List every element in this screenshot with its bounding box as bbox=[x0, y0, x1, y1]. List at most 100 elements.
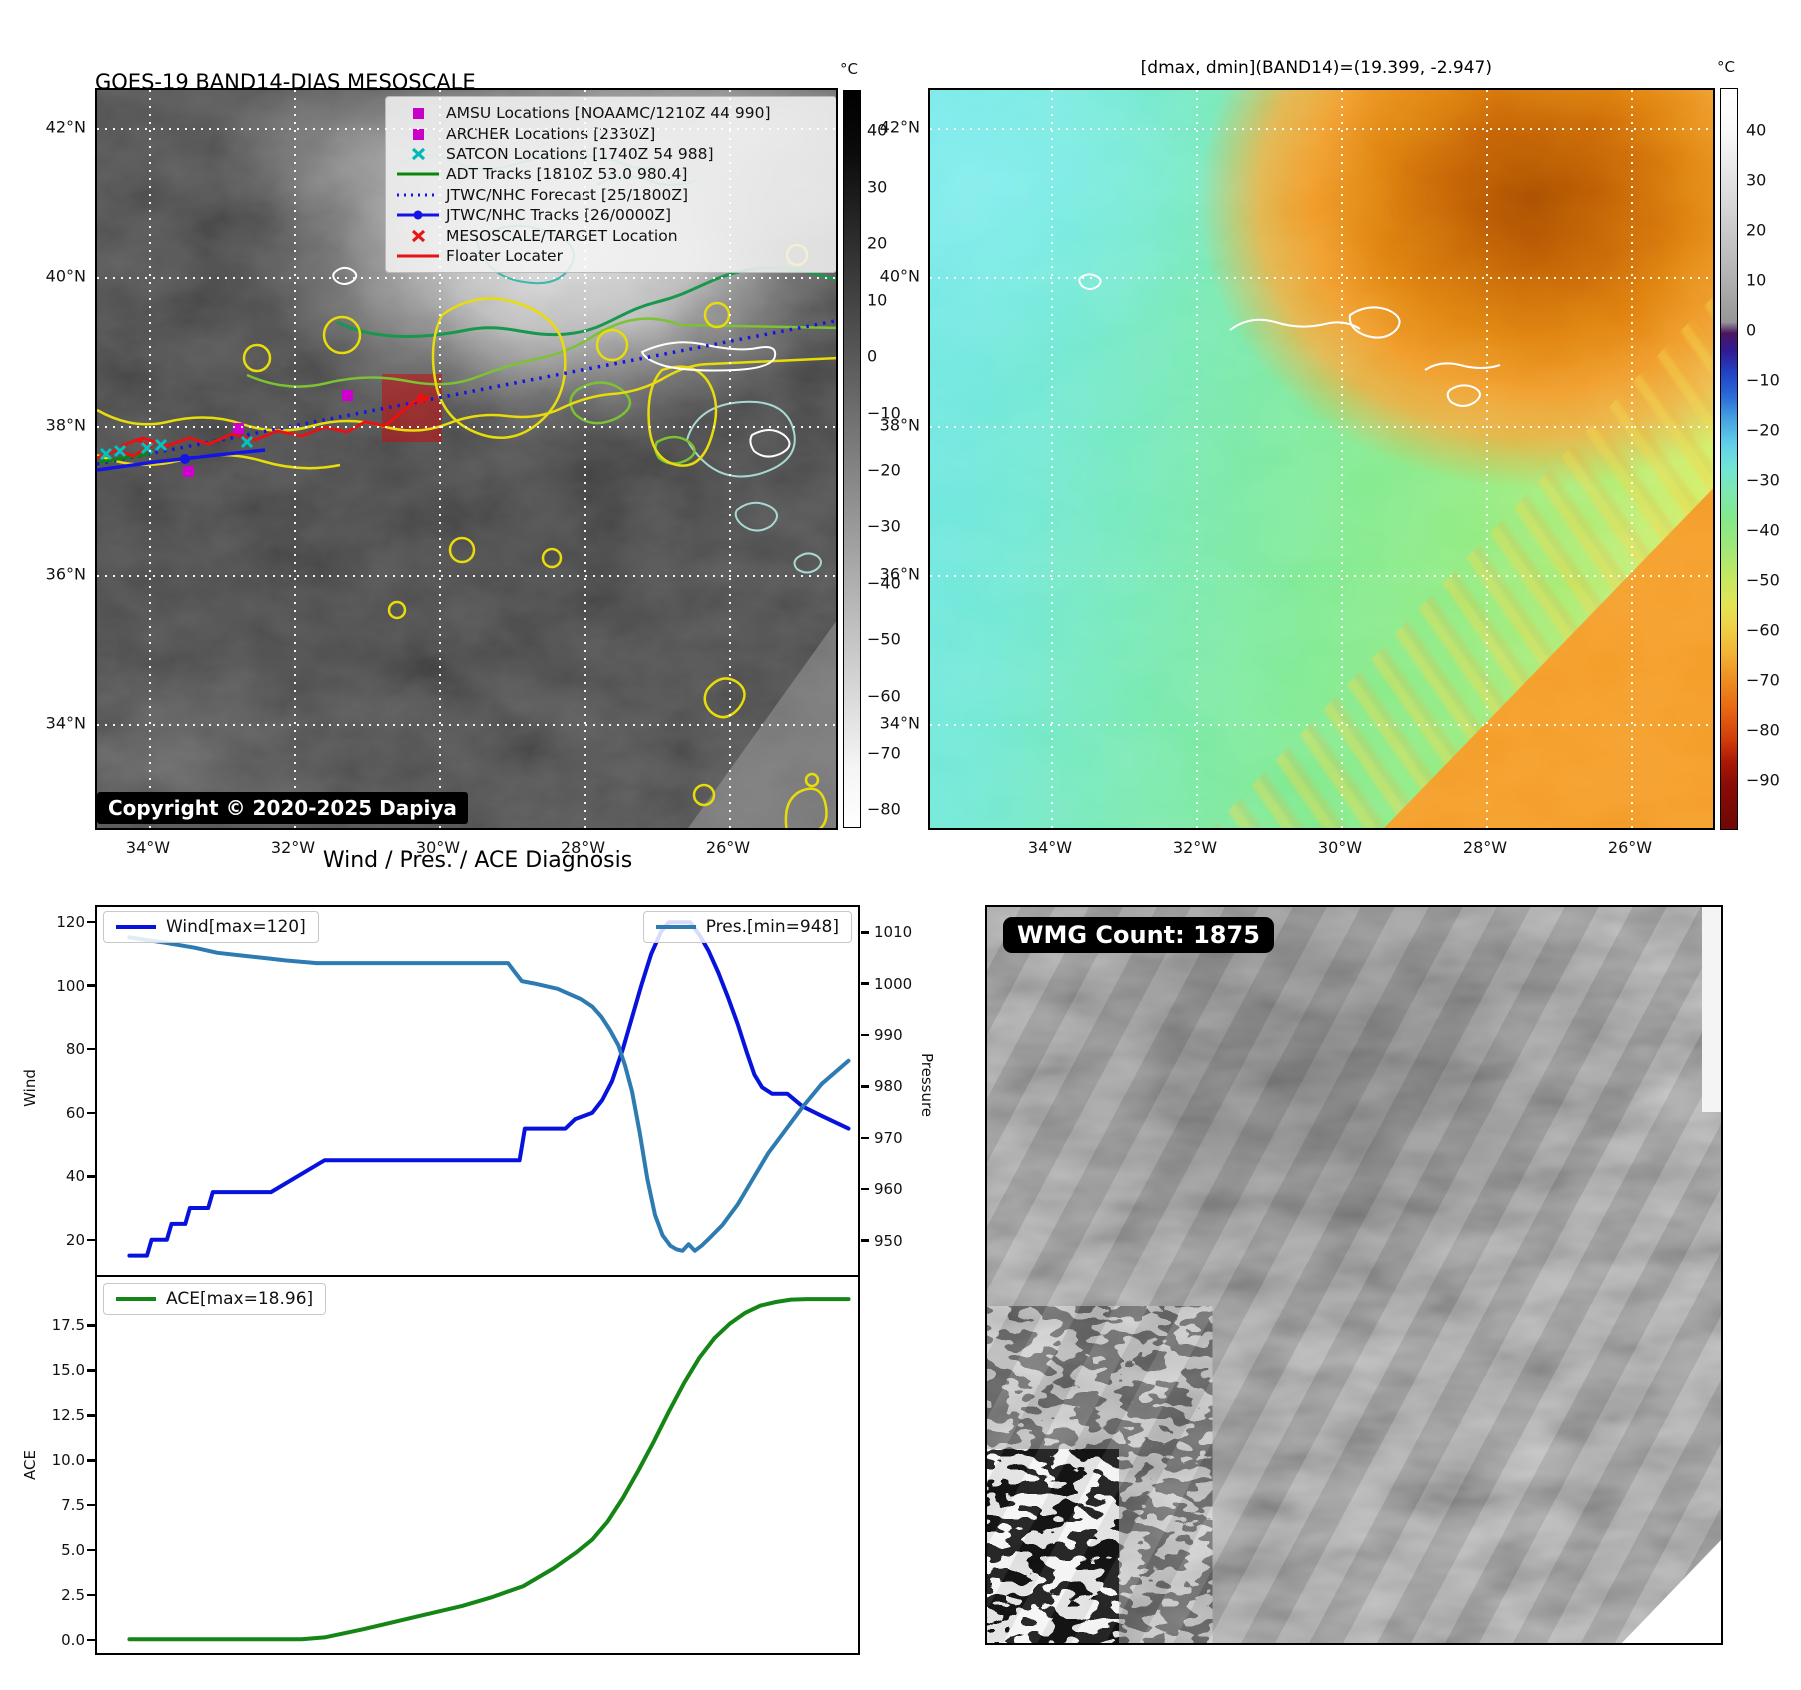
axis-tick-mark bbox=[861, 1033, 869, 1037]
band14-lon-tick: 26°W bbox=[705, 838, 751, 857]
awv-colorbar-tick: 20 bbox=[1746, 220, 1767, 240]
awv-colorbar-tick: 40 bbox=[1746, 120, 1767, 140]
band14-satellite-map: AMSU Locations [NOAAMC/1210Z 44 990] ARCH… bbox=[95, 88, 838, 830]
ace-legend: ACE[max=18.96] bbox=[103, 1283, 327, 1315]
legend-item: ADT Tracks [1810Z 53.0 980.4] bbox=[390, 164, 832, 184]
wmg-dark-region bbox=[987, 907, 1721, 1643]
ace-tick: 2.5 bbox=[61, 1586, 85, 1605]
awv-lat-tick: 40°N bbox=[879, 266, 920, 286]
awv-lon-tick: 30°W bbox=[1317, 838, 1363, 857]
awv-lon-tick: 26°W bbox=[1607, 838, 1653, 857]
band14-colorbar-tick: −70 bbox=[867, 743, 901, 763]
awv-colorbar-tick: −60 bbox=[1746, 620, 1780, 640]
wind-tick: 20 bbox=[65, 1230, 85, 1249]
awv-colorbar bbox=[1720, 88, 1738, 830]
ace-tick: 12.5 bbox=[51, 1406, 85, 1425]
grid-line bbox=[930, 724, 1713, 726]
legend-item-label: AMSU Locations [NOAAMC/1210Z 44 990] bbox=[446, 104, 771, 123]
axis-tick-mark bbox=[861, 982, 869, 985]
wind-legend-line-icon bbox=[116, 925, 156, 929]
ace-tick: 15.0 bbox=[51, 1361, 85, 1380]
legend-item: JTWC/NHC Forecast [25/1800Z] bbox=[390, 185, 832, 205]
awv-info-line1: [dmax, dmin](BAND14)=(19.399, -2.947) bbox=[1140, 58, 1492, 78]
axis-tick-mark bbox=[87, 1369, 95, 1372]
band14-colorbar-tick: −80 bbox=[867, 799, 901, 819]
band14-lat-tick: 40°N bbox=[45, 266, 86, 286]
band14-lat-tick: 38°N bbox=[45, 415, 86, 435]
axis-tick-mark bbox=[861, 1136, 869, 1140]
pressure-tick: 1010 bbox=[874, 923, 913, 942]
band14-colorbar-tick: 30 bbox=[867, 177, 888, 197]
pressure-legend-label: Pres.[min=948] bbox=[705, 917, 839, 937]
awv-colorbar-unit: °C bbox=[1717, 58, 1735, 76]
band14-colorbar-tick: −30 bbox=[867, 516, 901, 536]
band14-legend: AMSU Locations [NOAAMC/1210Z 44 990] ARCH… bbox=[385, 96, 836, 274]
grid-line bbox=[930, 426, 1713, 428]
axis-tick-mark bbox=[87, 1047, 95, 1051]
jtwc-track bbox=[97, 448, 266, 472]
grid-line bbox=[1486, 90, 1488, 828]
grid-line bbox=[294, 90, 296, 828]
wind-axis-label: Wind bbox=[21, 1069, 39, 1107]
awv-colorbar-tick: −10 bbox=[1746, 370, 1780, 390]
awv-colorbar-tick: −50 bbox=[1746, 570, 1780, 590]
awv-colorbar-tick: −90 bbox=[1746, 770, 1780, 790]
wmg-diagonal-texture bbox=[987, 907, 1721, 1643]
pressure-tick: 950 bbox=[874, 1231, 903, 1250]
band14-colorbar-tick: 20 bbox=[867, 233, 888, 253]
grid-line bbox=[930, 575, 1713, 577]
awv-lat-tick: 42°N bbox=[879, 117, 920, 137]
grid-line bbox=[930, 277, 1713, 279]
wind-tick: 120 bbox=[56, 913, 85, 932]
awv-colorbar-tick: 30 bbox=[1746, 170, 1767, 190]
legend-item: MESOSCALE/TARGET Location bbox=[390, 225, 832, 245]
copyright-badge: Copyright © 2020-2025 Dapiya bbox=[97, 792, 468, 824]
wind-legend: Wind[max=120] bbox=[103, 911, 319, 943]
axis-tick-mark bbox=[87, 920, 95, 924]
floater-track bbox=[97, 396, 420, 460]
adt-track bbox=[98, 452, 150, 464]
wind-tick: 60 bbox=[65, 1103, 85, 1122]
legend-x-icon bbox=[411, 229, 426, 242]
legend-item-label: Floater Locater bbox=[446, 246, 563, 265]
band14-lat-tick: 42°N bbox=[45, 117, 86, 137]
jtwc-track-point bbox=[180, 454, 190, 464]
legend-item: Floater Locater bbox=[390, 246, 832, 266]
awv-white-contours bbox=[1078, 273, 1501, 407]
mesoscale-target-box bbox=[382, 374, 442, 442]
axis-tick-mark bbox=[861, 1085, 869, 1088]
grid-line bbox=[439, 90, 441, 828]
diagnosis-title: Wind / Pres. / ACE Diagnosis bbox=[322, 848, 633, 873]
axis-tick-mark bbox=[87, 1414, 95, 1417]
band14-colorbar-tick: 40 bbox=[867, 120, 888, 140]
axis-tick-mark bbox=[861, 1239, 869, 1242]
band14-lon-tick: 34°W bbox=[125, 838, 171, 857]
wind-tick: 80 bbox=[65, 1040, 85, 1059]
axis-tick-mark bbox=[87, 1111, 95, 1114]
legend-line-dot-icon bbox=[397, 210, 439, 220]
ace-tick: 10.0 bbox=[51, 1451, 85, 1470]
ace-tick: 5.0 bbox=[61, 1541, 85, 1560]
ace-chart bbox=[95, 1275, 860, 1655]
legend-item-label: ADT Tracks [1810Z 53.0 980.4] bbox=[446, 165, 688, 184]
legend-dotted-icon bbox=[397, 193, 439, 197]
grid-line bbox=[97, 128, 836, 130]
yellowgreen-contours bbox=[246, 317, 836, 465]
pressure-tick: 990 bbox=[874, 1026, 903, 1044]
grid-line bbox=[97, 426, 836, 428]
pressure-legend-line-icon bbox=[655, 925, 696, 929]
band14-lat-tick: 34°N bbox=[45, 713, 86, 733]
legend-line-icon bbox=[397, 254, 439, 258]
band14-lon-tick: 30°W bbox=[415, 838, 461, 857]
wmg-white-strip bbox=[1702, 907, 1721, 1112]
awv-satellite-map bbox=[928, 88, 1715, 830]
legend-item-label: MESOSCALE/TARGET Location bbox=[446, 226, 678, 245]
white-contours bbox=[332, 266, 791, 458]
awv-lat-tick: 34°N bbox=[879, 713, 920, 733]
ace-legend-label: ACE[max=18.96] bbox=[166, 1289, 314, 1309]
yellow-contours bbox=[97, 243, 836, 828]
wmg-microwave-panel bbox=[985, 905, 1723, 1645]
band14-title-line: GOES-19 BAND14-DIAS MESOSCALE bbox=[95, 70, 476, 94]
pressure-tick: 980 bbox=[874, 1077, 903, 1096]
